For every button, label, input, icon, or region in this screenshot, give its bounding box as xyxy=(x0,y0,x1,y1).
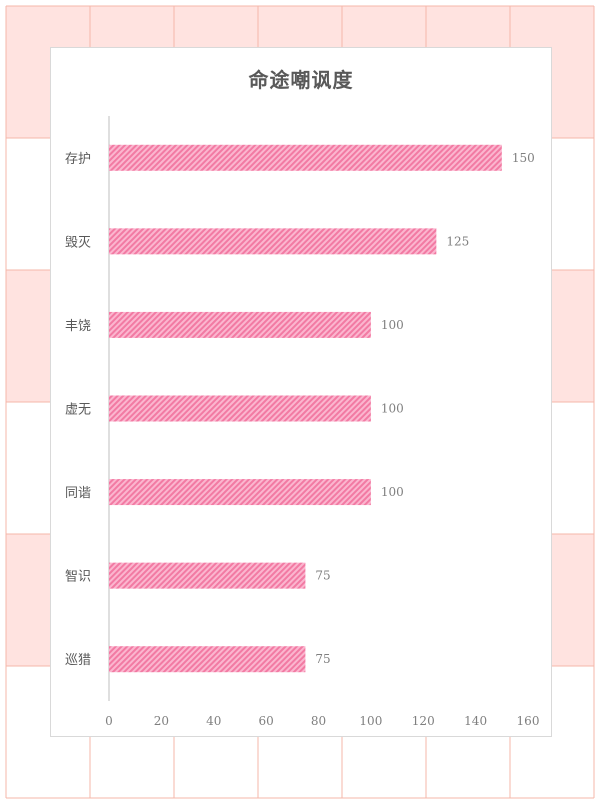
category-label: 同谐 xyxy=(65,486,91,501)
bar xyxy=(109,646,306,673)
category-label: 巡猎 xyxy=(65,653,91,668)
category-label: 毁灭 xyxy=(65,235,91,250)
data-label: 75 xyxy=(315,652,330,666)
bar xyxy=(109,311,371,338)
data-label: 125 xyxy=(446,234,469,248)
bar xyxy=(109,144,502,171)
bar-chart: 存护 150 毁灭 125 丰饶 100 虚无 100 同谐 100 智识 75 巡猎 75 0 20 40 60… xyxy=(65,116,540,728)
data-label: 100 xyxy=(381,318,404,332)
chart-title: 命途嘲讽度 xyxy=(248,68,354,92)
category-label: 丰饶 xyxy=(65,319,91,334)
data-label: 100 xyxy=(381,402,404,416)
x-tick-label: 120 xyxy=(412,714,435,728)
data-label: 100 xyxy=(381,485,404,499)
category-label: 智识 xyxy=(65,570,91,585)
bar xyxy=(109,228,437,255)
data-label: 75 xyxy=(315,569,330,583)
bar xyxy=(109,395,371,422)
x-tick-label: 60 xyxy=(258,714,273,728)
category-label: 虚无 xyxy=(65,403,91,418)
x-tick-label: 0 xyxy=(105,714,113,728)
category-label: 存护 xyxy=(65,152,91,167)
x-tick-label: 140 xyxy=(464,714,487,728)
bar xyxy=(109,479,371,506)
chart-card: 命途嘲讽度 存护 150 毁灭 125 丰饶 100 虚无 100 同谐 100 智识 75 巡猎 75 0… xyxy=(50,47,552,737)
bar xyxy=(109,562,306,589)
x-tick-label: 40 xyxy=(206,714,221,728)
x-tick-label: 160 xyxy=(517,714,540,728)
x-tick-label: 20 xyxy=(154,714,169,728)
x-tick-label: 80 xyxy=(311,714,326,728)
x-tick-label: 100 xyxy=(359,714,382,728)
data-label: 150 xyxy=(512,151,535,165)
